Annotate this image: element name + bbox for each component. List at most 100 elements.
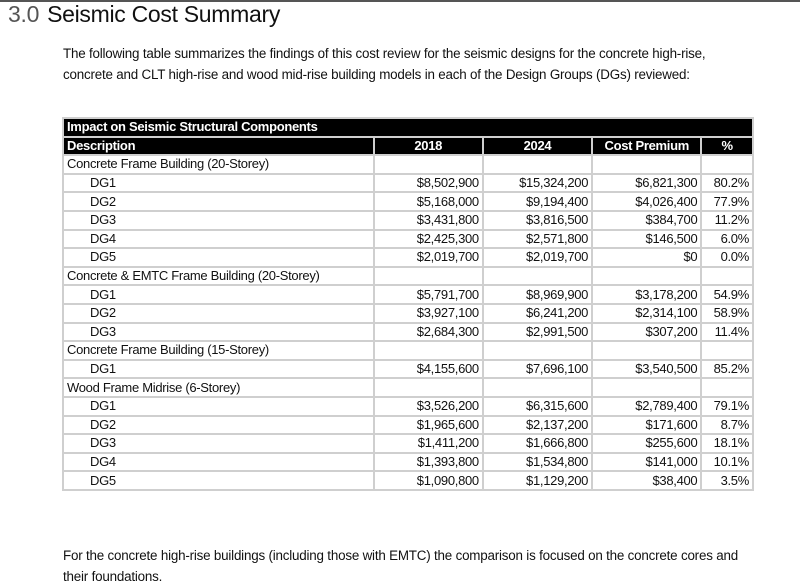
table-row: DG1 $8,502,900 $15,324,200 $6,821,300 80.2% [64,174,752,192]
value-2024-cell: $3,816,500 [483,211,592,229]
group-label: Concrete Frame Building (15-Storey) [64,342,373,359]
percent-cell: 18.1% [702,435,752,452]
value-2018-cell: $1,393,800 [374,453,482,471]
table-row: DG2 $3,927,100 $6,241,200 $2,314,100 58.9% [64,304,752,322]
cost-premium-cell: $307,200 [593,323,701,341]
value-2024-cell: $15,324,200 [483,174,592,192]
cost-premium-cell: $2,314,100 [593,304,701,322]
col-header-cost-premium: Cost Premium [593,137,701,155]
empty-cell [593,342,701,359]
cost-premium-cell: $141,000 [593,453,701,471]
group-row: Concrete Frame Building (15-Storey) [64,342,752,359]
section-number: 3.0 [8,1,40,27]
empty-cell [702,156,752,173]
empty-cell [374,379,482,396]
value-2018-cell: $2,684,300 [374,323,482,341]
cost-premium-cell: $0 [593,249,701,266]
value-2024-cell: $1,129,200 [483,472,592,489]
table-caption: Impact on Seismic Structural Components [64,119,752,136]
cost-premium-cell: $384,700 [593,211,701,229]
table-row: DG5 $2,019,700 $2,019,700 $0 0.0% [64,249,752,266]
table-row: DG4 $1,393,800 $1,534,800 $141,000 10.1% [64,453,752,471]
table-caption-row: Impact on Seismic Structural Components [64,119,752,136]
col-header-2018: 2018 [374,137,482,155]
value-2024-cell: $1,666,800 [483,435,592,452]
empty-cell [374,342,482,359]
percent-cell: 8.7% [702,416,752,434]
table-row: DG1 $4,155,600 $7,696,100 $3,540,500 85.2% [64,360,752,378]
value-2024-cell: $6,315,600 [483,397,592,415]
group-label: Wood Frame Midrise (6-Storey) [64,379,373,396]
percent-cell: 10.1% [702,453,752,471]
top-rule [0,0,800,2]
description-cell: DG3 [64,435,373,452]
outro-paragraph: For the concrete high-rise buildings (in… [63,548,738,584]
cost-premium-cell: $255,600 [593,435,701,452]
table-row: DG3 $3,431,800 $3,816,500 $384,700 11.2% [64,211,752,229]
empty-cell [702,379,752,396]
description-cell: DG1 [64,286,373,303]
value-2018-cell: $2,425,300 [374,230,482,248]
empty-cell [483,342,592,359]
percent-cell: 6.0% [702,230,752,248]
value-2018-cell: $2,019,700 [374,249,482,266]
group-row: Concrete & EMTC Frame Building (20-Store… [64,267,752,285]
empty-cell [483,156,592,173]
percent-cell: 0.0% [702,249,752,266]
intro-paragraph: The following table summarizes the findi… [63,46,706,82]
cost-premium-cell: $38,400 [593,472,701,489]
value-2024-cell: $2,019,700 [483,249,592,266]
description-cell: DG3 [64,323,373,341]
empty-cell [374,267,482,285]
value-2018-cell: $8,502,900 [374,174,482,192]
empty-cell [593,267,701,285]
description-cell: DG4 [64,230,373,248]
percent-cell: 85.2% [702,360,752,378]
value-2024-cell: $2,571,800 [483,230,592,248]
description-cell: DG5 [64,472,373,489]
value-2024-cell: $2,991,500 [483,323,592,341]
cost-premium-cell: $3,178,200 [593,286,701,303]
empty-cell [593,156,701,173]
value-2018-cell: $1,411,200 [374,435,482,452]
table-header-row: Description 2018 2024 Cost Premium % [64,137,752,155]
value-2024-cell: $8,969,900 [483,286,592,303]
col-header-percent: % [702,137,752,155]
group-row: Wood Frame Midrise (6-Storey) [64,379,752,396]
table-row: DG5 $1,090,800 $1,129,200 $38,400 3.5% [64,472,752,489]
seismic-cost-table: Impact on Seismic Structural Components … [62,117,754,491]
cost-premium-cell: $171,600 [593,416,701,434]
cost-premium-cell: $3,540,500 [593,360,701,378]
value-2018-cell: $5,791,700 [374,286,482,303]
description-cell: DG2 [64,304,373,322]
empty-cell [702,267,752,285]
value-2018-cell: $1,965,600 [374,416,482,434]
value-2018-cell: $4,155,600 [374,360,482,378]
description-cell: DG1 [64,360,373,378]
empty-cell [483,379,592,396]
value-2018-cell: $3,526,200 [374,397,482,415]
description-cell: DG1 [64,174,373,192]
value-2024-cell: $2,137,200 [483,416,592,434]
description-cell: DG2 [64,416,373,434]
value-2024-cell: $9,194,400 [483,193,592,210]
group-label: Concrete & EMTC Frame Building (20-Store… [64,267,373,285]
percent-cell: 58.9% [702,304,752,322]
cost-premium-cell: $4,026,400 [593,193,701,210]
group-row: Concrete Frame Building (20-Storey) [64,156,752,173]
percent-cell: 77.9% [702,193,752,210]
col-header-2024: 2024 [483,137,592,155]
section-title: Seismic Cost Summary [47,1,281,27]
value-2024-cell: $1,534,800 [483,453,592,471]
empty-cell [702,342,752,359]
empty-cell [483,267,592,285]
empty-cell [593,379,701,396]
table-row: DG3 $1,411,200 $1,666,800 $255,600 18.1% [64,435,752,452]
table-row: DG4 $2,425,300 $2,571,800 $146,500 6.0% [64,230,752,248]
value-2018-cell: $1,090,800 [374,472,482,489]
group-label: Concrete Frame Building (20-Storey) [64,156,373,173]
percent-cell: 11.4% [702,323,752,341]
description-cell: DG2 [64,193,373,210]
col-header-description: Description [64,137,373,155]
section-heading: 3.0 Seismic Cost Summary [8,0,280,28]
